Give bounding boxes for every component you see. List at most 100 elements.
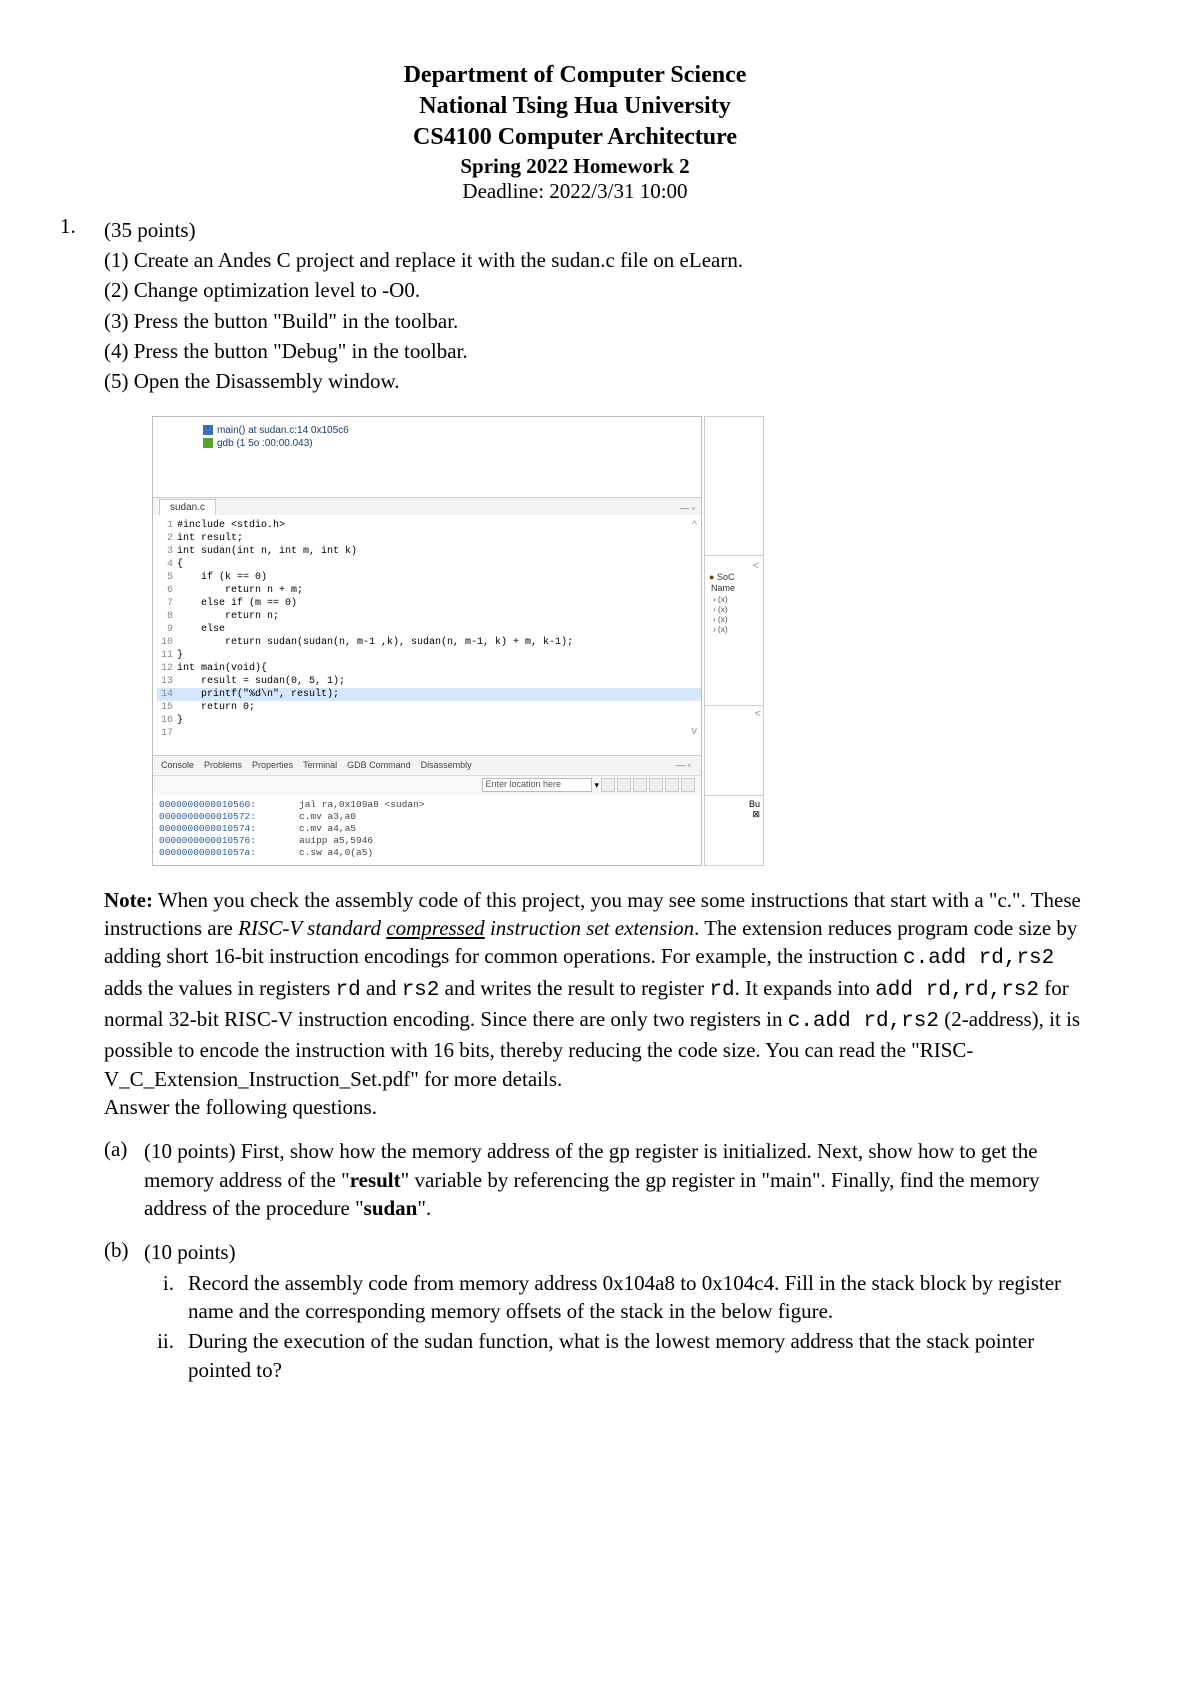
scroll-up-icon: ^ [692,519,697,531]
disassembly-panel: 0000000000010560:jal ra,0x109a8 <sudan>0… [153,795,701,865]
name-header: Name [709,582,759,594]
code-line: 14 printf("%d\n", result); [157,688,701,701]
disassembly-row: 0000000000010560:jal ra,0x109a8 <sudan> [159,799,695,811]
code-line: 8 return n; [157,610,701,623]
roman-i: i. [144,1269,188,1326]
disassembly-row: 000000000001057a:c.sw a4,0(a5) [159,847,695,859]
note-c2: rd [336,979,361,1002]
disassembly-row: 0000000000010576:auipp a5,5946 [159,835,695,847]
side-empty-top [704,416,764,556]
qb-item-ii: ii. During the execution of the sudan fu… [144,1327,1090,1384]
sub-question-b: (b) (10 points) i. Record the assembly c… [104,1238,1090,1384]
stack-frame-row: main() at sudan.c:14 0x105c6 [203,425,691,436]
gdb-label: gdb (1 5o :00:00.043) [217,438,313,449]
side-scroll-left: < [709,560,759,572]
code-line: 10 return sudan(sudan(n, m-1 ,k), sudan(… [157,636,701,649]
q1-step4: (4) Press the button "Debug" in the tool… [104,337,1090,365]
code-line: 7 else if (m == 0) [157,597,701,610]
tool-icon-1[interactable] [601,778,615,792]
note-paragraph: Note: When you check the assembly code o… [104,886,1090,1122]
qa-bold1: result [350,1168,401,1192]
disassembly-row: 0000000000010574:c.mv a4,a5 [159,823,695,835]
code-line: 1#include <stdio.h> [157,519,701,532]
note-c4: rd [709,979,734,1002]
editor-tab[interactable]: sudan.c [159,499,216,515]
bottom-tab-bar: Console Problems Properties Terminal GDB… [153,755,701,775]
side-empty-mid: < [704,706,764,796]
course-line: CS4100 Computer Architecture [60,122,1090,153]
note-answer: Answer the following questions. [104,1093,1090,1121]
qb-item-i: i. Record the assembly code from memory … [144,1269,1090,1326]
code-line: 12int main(void){ [157,662,701,675]
q1-step1: (1) Create an Andes C project and replac… [104,246,1090,274]
document-header: Department of Computer Science National … [60,60,1090,204]
qb-label: (b) [104,1238,144,1384]
qa-label: (a) [104,1137,144,1222]
sub-question-a: (a) (10 points) First, show how the memo… [104,1137,1090,1222]
side-build-panel: Bu ⊠ [704,796,764,866]
tool-icon-2[interactable] [617,778,631,792]
ide-main-panel: main() at sudan.c:14 0x105c6 gdb (1 5o :… [152,416,702,866]
gdb-icon [203,438,213,448]
note-t6: adds the values in registers [104,976,336,1000]
code-line: 17 [157,727,701,740]
build-close-icon[interactable]: ⊠ [708,809,760,820]
dropdown-icon[interactable]: ▾ [594,780,599,791]
note-t8: and writes the result to register [439,976,709,1000]
code-line: 16} [157,714,701,727]
tool-icon-5[interactable] [665,778,679,792]
tool-icon-4[interactable] [649,778,663,792]
code-line: 11} [157,649,701,662]
deadline-line: Deadline: 2022/3/31 10:00 [60,179,1090,204]
tab-terminal[interactable]: Terminal [299,758,341,772]
code-line: 13 result = sudan(0, 5, 1); [157,675,701,688]
note-c5: add rd,rd,rs2 [875,979,1039,1002]
note-t2: RISC-V standard [238,916,386,940]
tool-icon-3[interactable] [633,778,647,792]
code-line: 6 return n + m; [157,584,701,597]
tab-controls[interactable]: — ▫ [674,501,701,515]
debug-stack-area: main() at sudan.c:14 0x105c6 gdb (1 5o :… [153,417,701,497]
qa-text3: ". [417,1196,431,1220]
gdb-row: gdb (1 5o :00:00.043) [203,438,691,449]
qa-bold2: sudan [364,1196,418,1220]
code-line: 2int result; [157,532,701,545]
note-c3: rs2 [402,979,440,1002]
var-tree-row: ›(x) [709,614,759,624]
code-line: 15 return 0; [157,701,701,714]
side-variables: < ● SoC Name ›(x)›(x)›(x)›(x) [704,556,764,706]
code-line: 9 else [157,623,701,636]
roman-ii: ii. [144,1327,188,1384]
tab-properties[interactable]: Properties [248,758,297,772]
scroll-down-icon: v [692,725,698,737]
bottom-tab-controls[interactable]: — ▫ [670,758,697,772]
q1-step2: (2) Change optimization level to -O0. [104,276,1090,304]
tool-icon-6[interactable] [681,778,695,792]
qb-i-text: Record the assembly code from memory add… [188,1269,1090,1326]
soc-header: ● SoC [709,572,759,582]
var-tree-row: ›(x) [709,604,759,614]
tab-console[interactable]: Console [157,758,198,772]
build-label: Bu [708,799,760,809]
q1-points: (35 points) [104,216,1090,244]
tab-problems[interactable]: Problems [200,758,246,772]
var-tree-row: ›(x) [709,624,759,634]
univ-line: National Tsing Hua University [60,91,1090,122]
frame-icon [203,425,213,435]
disassembly-row: 0000000000010572:c.mv a3,a0 [159,811,695,823]
location-input[interactable]: Enter location here [482,778,592,792]
note-t7: and [361,976,402,1000]
note-t9: . It expands into [735,976,876,1000]
code-line: 4{ [157,558,701,571]
qb-ii-text: During the execution of the sudan functi… [188,1327,1090,1384]
ide-screenshot: main() at sudan.c:14 0x105c6 gdb (1 5o :… [152,416,1090,866]
code-line: 5 if (k == 0) [157,571,701,584]
note-t4: instruction set extension [485,916,694,940]
note-c1: c.add rd,rs2 [903,947,1054,970]
note-t3: compressed [386,916,484,940]
tab-gdb[interactable]: GDB Command [343,758,415,772]
tab-disassembly[interactable]: Disassembly [417,758,476,772]
side-scroll-left2: < [705,706,763,722]
question-1: 1. (35 points) (1) Create an Andes C pro… [60,214,1090,1385]
q1-number: 1. [60,214,104,1385]
